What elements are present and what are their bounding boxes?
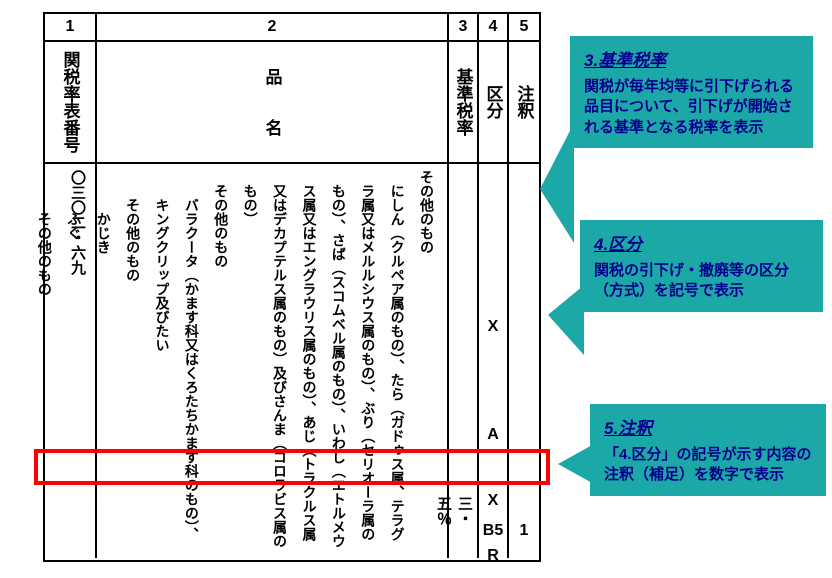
kubun-value: R <box>487 547 499 565</box>
header-label-5: 注釈 <box>509 42 539 162</box>
col-description: その他のものにしん（クルペア属のもの）、たら（ガドゥス属、テラグラ属又はメルルシ… <box>97 164 449 558</box>
col-base-rate: 三・五％ <box>449 164 479 558</box>
callout-a-body: 関税が毎年均等に引下げられる品目について、引下げが開始される基準となる税率を表示 <box>584 77 799 138</box>
col-notes: 1 <box>509 164 539 558</box>
col-kubun: XAXB5R <box>479 164 509 558</box>
base-rate-values: 三・五％ <box>433 170 475 550</box>
header-num-5: 5 <box>509 14 539 40</box>
kubun-value: X <box>488 318 499 336</box>
kubun-value: B5 <box>483 522 503 540</box>
kubun-values: XAXB5R <box>479 168 507 554</box>
description-text: その他のものにしん（クルペア属のもの）、たら（ガドゥス属、テラグラ属又はメルルシ… <box>30 170 441 550</box>
callout-a-title: 3.基準税率 <box>584 46 799 71</box>
description-line: ふぐ <box>59 170 88 550</box>
header-label-row: 関税率表番号 品 名 基準税率 区分 注釈 <box>45 42 539 164</box>
description-line: その他のもの <box>206 170 235 550</box>
rate-5: 三・五％ <box>433 496 475 550</box>
header-label-3: 基準税率 <box>449 42 479 162</box>
callout-c-body: 「4.区分」の記号が示す内容の注釈（補足）を数字で表示 <box>604 445 812 486</box>
callout-base-rate: 3.基準税率 関税が毎年均等に引下げられる品目について、引下げが開始される基準と… <box>570 36 813 148</box>
header-label-4: 区分 <box>479 42 509 162</box>
content-row: 〇三〇二・六九 その他のものにしん（クルペア属のもの）、たら（ガドゥス属、テラグ… <box>45 164 539 558</box>
kubun-value: X <box>488 492 499 510</box>
tariff-table: 1 2 3 4 5 関税率表番号 品 名 基準税率 区分 注釈 〇三〇二・六九 … <box>43 12 541 562</box>
header-num-1: 1 <box>45 14 97 40</box>
callout-c-title: 5.注釈 <box>604 414 812 439</box>
note-value: 1 <box>520 522 529 540</box>
header-label-1: 関税率表番号 <box>45 42 97 162</box>
callout-b-title: 4.区分 <box>594 230 809 255</box>
callout-notes: 5.注釈 「4.区分」の記号が示す内容の注釈（補足）を数字で表示 <box>590 404 826 496</box>
description-line: バラクータ（かます科又はくろたちかます科のもの）、キングクリップ及びたい <box>147 170 206 550</box>
description-line: その他のもの <box>30 170 59 550</box>
kubun-value: A <box>487 426 499 444</box>
header-num-2: 2 <box>97 14 449 40</box>
header-label-2: 品 名 <box>97 42 449 162</box>
header-num-4: 4 <box>479 14 509 40</box>
description-line: にしん（クルペア属のもの）、たら（ガドゥス属、テラグラ属又はメルルシウス属のもの… <box>235 170 411 550</box>
header-num-3: 3 <box>449 14 479 40</box>
header-number-row: 1 2 3 4 5 <box>45 14 539 42</box>
callout-b-body: 関税の引下げ・撤廃等の区分（方式）を記号で表示 <box>594 261 809 302</box>
callout-kubun: 4.区分 関税の引下げ・撤廃等の区分（方式）を記号で表示 <box>580 220 823 312</box>
description-line: その他のもの <box>118 170 147 550</box>
description-line: かじき <box>88 170 117 550</box>
note-values: 1 <box>509 168 539 554</box>
